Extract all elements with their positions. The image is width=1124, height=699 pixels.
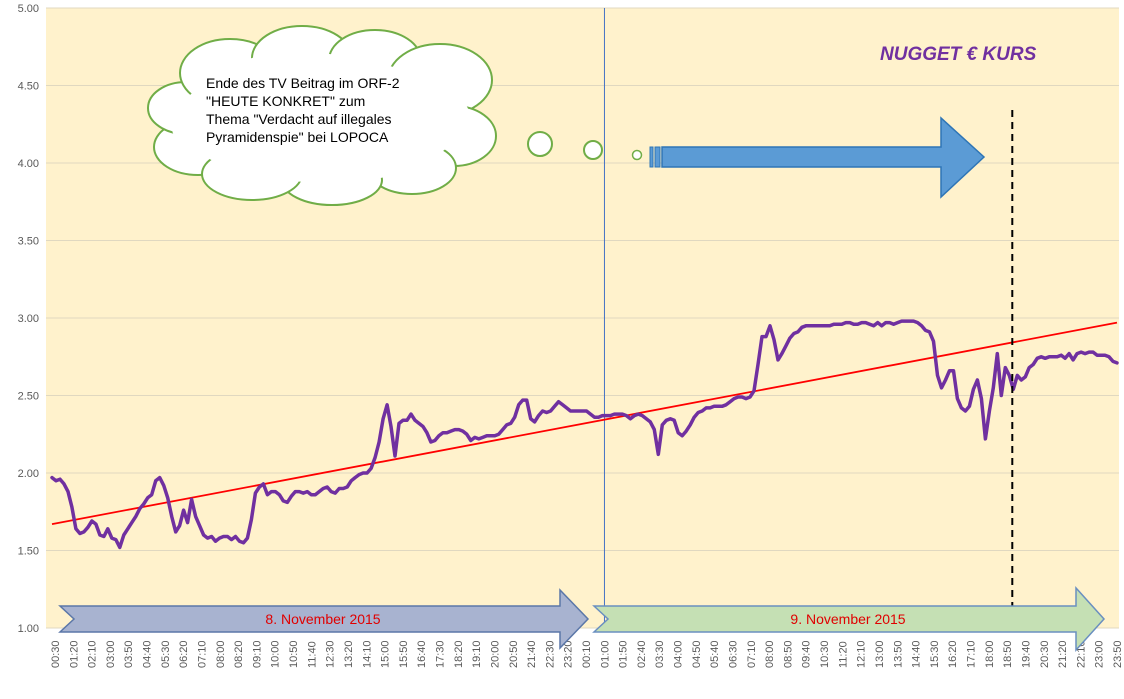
x-tick-label: 17:30 [435, 640, 447, 668]
x-tick-label: 18:20 [453, 640, 465, 668]
x-tick-label: 03:00 [105, 640, 117, 668]
y-tick-label: 3.50 [18, 236, 39, 248]
x-tick-label: 12:10 [856, 640, 868, 668]
day-banner-label-nov-9: 9. November 2015 [790, 611, 905, 627]
x-tick-label: 02:40 [636, 640, 648, 668]
x-tick-label: 06:30 [727, 640, 739, 668]
x-tick-label: 14:10 [361, 640, 373, 668]
x-tick-label: 23:00 [1094, 640, 1106, 668]
x-tick-label: 23:50 [1112, 640, 1124, 668]
callout-text-line-4: Pyramidenspie" bei LOPOCA [206, 129, 389, 145]
x-tick-label: 18:50 [1002, 640, 1014, 668]
x-tick-label: 19:40 [1020, 640, 1032, 668]
y-tick-label: 1.50 [18, 546, 39, 558]
x-tick-label: 15:30 [929, 640, 941, 668]
x-tick-label: 00:10 [581, 640, 593, 668]
thought-bubble-large [527, 131, 553, 157]
x-tick-label: 10:50 [288, 640, 300, 668]
x-tick-label: 11:20 [837, 641, 849, 668]
x-tick-label: 22:30 [544, 640, 556, 668]
y-tick-label: 2.00 [18, 468, 39, 480]
x-tick-label: 09:10 [251, 640, 263, 668]
y-tick-label: 1.00 [18, 623, 39, 635]
chart-title: NUGGET € KURS [880, 44, 1037, 65]
callout-text-line-2: "HEUTE KONKRET" zum [206, 93, 365, 109]
day-banner-nov-8: 8. November 2015 [58, 588, 590, 650]
x-tick-label: 05:30 [160, 640, 172, 668]
x-tick-label: 04:00 [673, 640, 685, 668]
x-tick-label: 01:20 [68, 640, 80, 668]
x-tick-label: 17:10 [966, 640, 978, 668]
y-tick-label: 3.00 [18, 313, 39, 325]
y-tick-label: 4.00 [18, 158, 39, 170]
x-tick-label: 00:30 [50, 640, 62, 668]
x-tick-label: 01:00 [599, 640, 611, 668]
x-tick-label: 06:20 [178, 640, 190, 668]
x-tick-label: 15:50 [398, 640, 410, 668]
x-tick-label: 21:40 [526, 640, 538, 668]
x-tick-label: 10:30 [819, 640, 831, 668]
x-tick-label: 12:30 [325, 640, 337, 668]
y-tick-label: 5.00 [18, 3, 39, 15]
x-tick-label: 16:20 [947, 640, 959, 668]
x-tick-label: 08:50 [782, 640, 794, 668]
x-tick-label: 13:50 [892, 640, 904, 668]
x-tick-label: 04:40 [142, 640, 154, 668]
thought-bubble-medium [583, 140, 603, 160]
x-tick-label: 18:00 [984, 640, 996, 668]
x-tick-label: 15:00 [380, 640, 392, 668]
x-tick-label: 07:10 [746, 640, 758, 668]
x-tick-label: 08:00 [764, 640, 776, 668]
x-tick-label: 13:20 [343, 640, 355, 668]
x-tick-label: 03:50 [123, 640, 135, 668]
x-tick-label: 11:40 [306, 641, 318, 668]
x-tick-label: 09:40 [801, 640, 813, 668]
thought-bubble-small [631, 149, 643, 161]
x-tick-label: 10:00 [270, 640, 282, 668]
callout-text-line-3: Thema "Verdacht auf illegales [206, 111, 392, 127]
x-tick-label: 20:50 [508, 640, 520, 668]
x-tick-label: 08:20 [233, 640, 245, 668]
trend-line [51, 321, 1118, 526]
x-tick-label: 07:10 [196, 640, 208, 668]
x-tick-label: 14:40 [911, 640, 923, 668]
callout-text-line-1: Ende des TV Beitrag im ORF-2 [206, 75, 400, 91]
x-tick-label: 03:30 [654, 640, 666, 668]
day-banner-nov-9: 9. November 2015 [592, 586, 1106, 652]
x-tick-label: 23:20 [563, 640, 575, 668]
y-tick-label: 4.50 [18, 81, 39, 93]
x-tick-label: 16:40 [416, 640, 428, 668]
x-tick-label: 05:40 [709, 640, 721, 668]
y-axis-ticks: 1.00 1.50 2.00 2.50 3.00 3.50 4.00 4.50 5.00 [18, 3, 39, 635]
x-tick-label: 01:50 [618, 640, 630, 668]
x-tick-label: 19:10 [471, 640, 483, 668]
thought-cloud: Ende des TV Beitrag im ORF-2 "HEUTE KONK… [147, 25, 643, 206]
x-tick-label: 13:00 [874, 640, 886, 668]
day-banner-label-nov-8: 8. November 2015 [265, 611, 380, 627]
x-tick-label: 20:30 [1039, 640, 1051, 668]
y-tick-label: 2.50 [18, 391, 39, 403]
blue-arrow [649, 116, 986, 199]
x-tick-label: 02:10 [87, 640, 99, 668]
x-tick-label: 20:00 [489, 640, 501, 668]
x-tick-label: 21:20 [1057, 640, 1069, 668]
x-tick-label: 04:50 [691, 640, 703, 668]
x-tick-label: 08:00 [215, 640, 227, 668]
price-line [50, 319, 1119, 550]
x-axis-ticks: 00:30 01:20 02:10 03:00 03:50 04:40 05:30 06:20… [50, 640, 1124, 668]
